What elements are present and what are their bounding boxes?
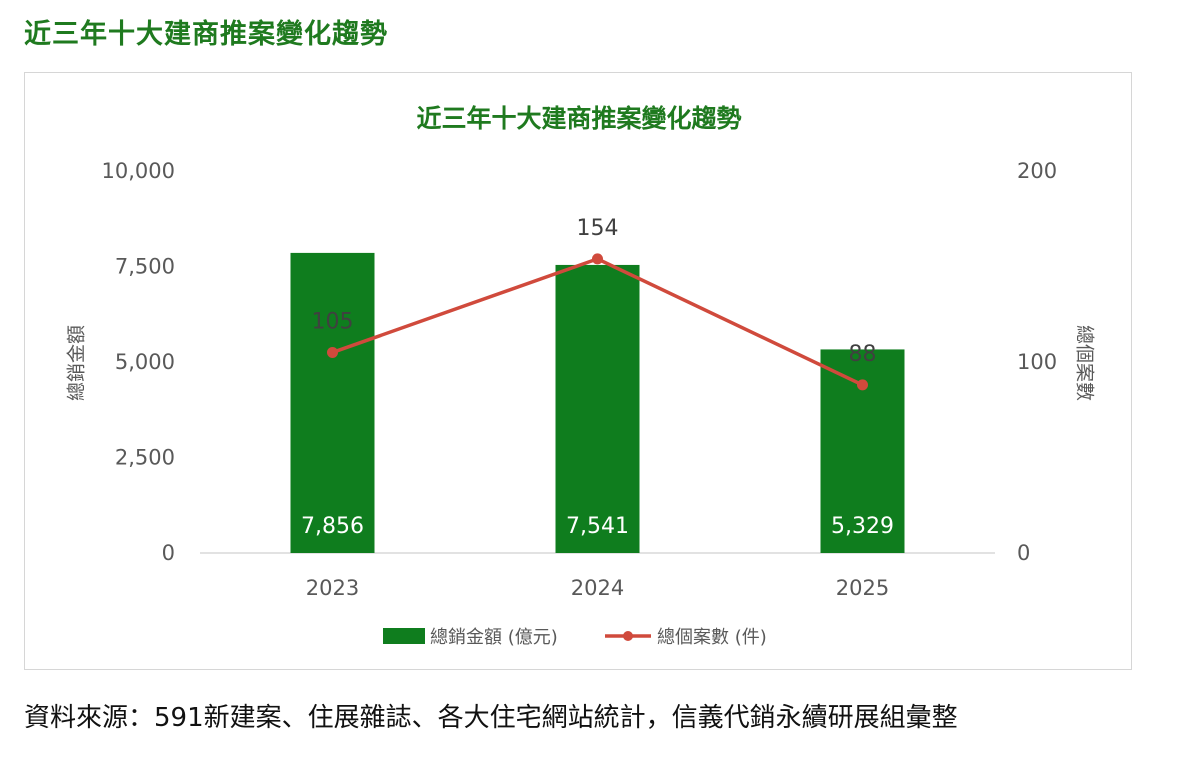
x-axis-tick-label: 2025 [836, 576, 889, 600]
right-axis-tick-label: 0 [1017, 541, 1030, 565]
bar-2023 [290, 252, 375, 553]
right-axis-title: 總個案數 [1074, 325, 1096, 401]
legend-line-label: 總個案數 (件) [657, 627, 767, 648]
chart-container: 近三年十大建商推案變化趨勢 0 2,500 5,000 7,500 10,000 0 10… [24, 72, 1132, 670]
x-axis-tick-label: 2023 [306, 576, 359, 600]
page-title: 近三年十大建商推案變化趨勢 [24, 19, 388, 50]
line-point-2024 [592, 253, 603, 265]
line-data-label: 88 [849, 342, 877, 367]
left-axis-tick-label: 10,000 [102, 159, 175, 183]
bar-data-label: 5,329 [831, 514, 894, 539]
bar-data-label: 7,856 [301, 514, 364, 539]
left-axis-tick-label: 5,000 [115, 350, 175, 374]
left-axis-title: 總銷金額 [66, 325, 88, 401]
line-point-2023 [327, 346, 338, 358]
right-axis-tick-label: 100 [1017, 350, 1057, 374]
legend: 總銷金額 (億元) 總個案數 (件) [383, 627, 767, 648]
line-point-2025 [857, 379, 868, 391]
legend-bar-label: 總銷金額 (億元) [430, 627, 558, 648]
right-axis-tick-label: 200 [1017, 159, 1057, 183]
bar-2024 [555, 264, 640, 553]
line-data-label: 154 [577, 216, 619, 241]
left-axis-tick-label: 0 [162, 541, 175, 565]
bars: 7,856 7,541 5,329 [290, 252, 905, 553]
left-axis-ticks: 0 2,500 5,000 7,500 10,000 [102, 159, 175, 565]
source-note: 資料來源：591新建案、住展雜誌、各大住宅網站統計，信義代銷永續研展組彙整 [24, 703, 958, 733]
right-axis-ticks: 0 100 200 [1017, 159, 1057, 565]
legend-line-marker [623, 631, 633, 641]
left-axis-tick-label: 7,500 [115, 255, 175, 279]
bar-data-label: 7,541 [566, 514, 629, 539]
x-axis-tick-label: 2024 [571, 576, 624, 600]
combo-chart: 近三年十大建商推案變化趨勢 0 2,500 5,000 7,500 10,000 0 10… [66, 104, 1096, 648]
chart-title: 近三年十大建商推案變化趨勢 [416, 104, 741, 133]
line-series: 105 154 88 [312, 216, 877, 391]
x-axis-ticks: 2023 2024 2025 [306, 576, 889, 600]
line-data-label: 105 [312, 309, 354, 334]
legend-bar-swatch [383, 628, 425, 644]
left-axis-tick-label: 2,500 [115, 446, 175, 470]
